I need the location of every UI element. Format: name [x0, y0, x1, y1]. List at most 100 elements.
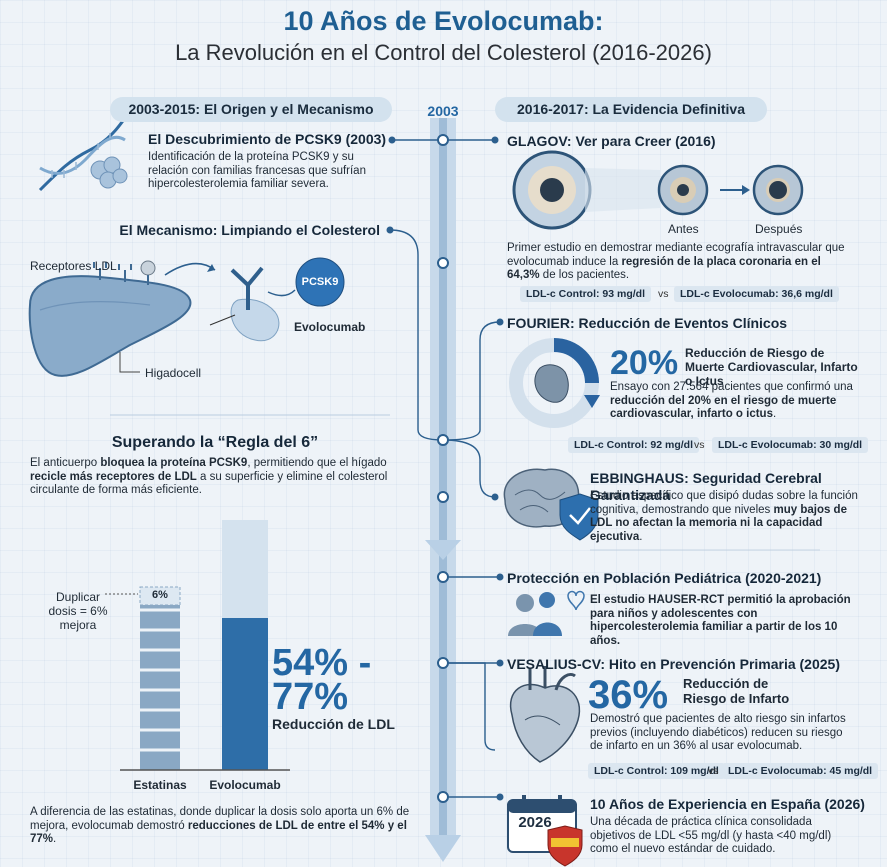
mechanism-label: PCSK9: [301, 276, 339, 288]
vesalius-text: Demostró que pacientes de alto riesgo si…: [590, 713, 846, 753]
heart-icon: [509, 666, 581, 763]
text-run: de los pacientes.: [539, 269, 630, 282]
glagov-text: Primer estudio en demostrar mediante eco…: [507, 242, 852, 283]
vesalius-big-label: Reducción de Riesgo de Infarto: [683, 676, 790, 707]
risk-donut: [509, 338, 600, 428]
subtitle: La Revolución en el Control del Colester…: [175, 40, 712, 65]
text-run: permitió la aprobación para niños y adol…: [590, 594, 851, 647]
text-run: , permitiendo que el hígado: [247, 457, 387, 469]
connectors: [389, 139, 501, 798]
estatinas-cap: [139, 586, 181, 606]
timeline-node: [437, 491, 449, 503]
discovery-text: Identificación de la proteína PCSK9 y su…: [148, 151, 366, 191]
image-label: Antes: [668, 222, 699, 236]
calendar-icon: [507, 795, 583, 867]
connector: [442, 439, 496, 498]
pediatric-title: Protección en Población Pediátrica (2020…: [507, 570, 822, 586]
family-icon: [508, 590, 585, 636]
text-run: recicle más receptores de LDL: [30, 470, 197, 483]
dot: [496, 659, 504, 667]
text-run: El estudio: [590, 594, 649, 606]
brain-icon: [503, 468, 599, 541]
statin-note: Duplicar dosis = 6% mejora: [48, 590, 108, 633]
text-run: .: [772, 408, 777, 421]
bar-label: Estatinas: [133, 778, 187, 792]
evolocumab-bar: [222, 618, 268, 770]
ldl-badge: LDL-c Control: 92 mg/dl: [568, 437, 699, 453]
title: 10 Años de Evolocumab:: [283, 6, 604, 36]
comparison-text: A diferencia de las estatinas, donde dup…: [30, 806, 410, 847]
discovery-title: El Descubrimiento de PCSK9 (2003): [148, 131, 387, 147]
mechanism-label: Higadocell: [145, 366, 202, 380]
fourier-title: FOURIER: Reducción de Eventos Clínicos: [507, 315, 788, 331]
timeline-year: 2003: [427, 103, 459, 119]
evolocumab-range: [222, 520, 268, 618]
fourier-text: Ensayo con 27.564 pacientes que confirmó…: [610, 381, 860, 422]
spain-text: Una década de práctica clínica consolida…: [590, 816, 832, 856]
vesalius-big: 36%: [588, 673, 669, 717]
text-run: .: [53, 833, 57, 846]
dot: [496, 793, 504, 801]
timeline-node: [437, 657, 449, 669]
vs: vs: [658, 288, 669, 300]
image-label: Después: [755, 222, 803, 236]
ldl-badge: LDL-c Evolocumab: 30 mg/dl: [712, 437, 869, 453]
ebbinghaus-title: EBBINGHAUS: Seguridad Cerebral Garantiza…: [590, 470, 822, 503]
timeline-node: [437, 257, 449, 269]
dot: [388, 136, 396, 144]
bar-label: Evolocumab: [209, 778, 281, 792]
right-heading: 2016-2017: La Evidencia Definitiva: [495, 97, 767, 122]
vs: vs: [694, 439, 705, 451]
text-run: A diferencia de las estatinas, donde dup…: [30, 806, 410, 832]
evolocumab-range-label: 54% - 77%: [272, 642, 372, 718]
timeline-nodes: [437, 134, 449, 803]
connector: [443, 662, 496, 751]
mechanism-label: Evolocumab: [294, 320, 366, 334]
ldl-bars: [105, 520, 290, 771]
glagov-title: GLAGOV: Ver para Creer (2016): [507, 133, 716, 149]
estatinas-bar: [140, 587, 180, 770]
connector: [389, 229, 444, 441]
ebbinghaus-text: Estudio específico que disipó dudas sobr…: [590, 490, 858, 544]
ldl-badge: LDL-c Evolocumab: 36,6 mg/dl: [674, 286, 839, 302]
ldl-badge: LDL-c Evolocumab: 45 mg/dl: [722, 763, 879, 779]
rule-title: Superando la “Regla del 6”: [111, 434, 319, 451]
text-run: .: [639, 530, 643, 543]
range-caption: Reducción de LDL: [272, 716, 395, 732]
vs: vs: [708, 765, 719, 777]
statin-gain: 6%: [152, 589, 168, 601]
dot: [496, 318, 504, 326]
fourier-big: 20%: [610, 344, 679, 382]
text-run: reducción del 20% en el riesgo de muerte…: [610, 394, 837, 421]
rule-text: El anticuerpo bloquea la proteína PCSK9,…: [30, 457, 408, 498]
timeline-arrowhead: [425, 835, 461, 862]
text-run: Estudio específico que disipó dudas sobr…: [590, 490, 858, 516]
text-run: a su superficie y elimine el colesterol …: [30, 470, 388, 497]
timeline-node: [437, 434, 449, 446]
timeline-arrowhead: [425, 540, 461, 560]
left-heading: 2003-2015: El Origen y el Mecanismo: [110, 97, 392, 122]
dot: [496, 573, 504, 581]
text-run: bloquea la proteína PCSK9: [100, 457, 248, 469]
ivus-illustration: [512, 150, 804, 230]
text-run: El anticuerpo: [30, 457, 101, 469]
mechanism-title: El Mecanismo: Limpiando el Colesterol: [119, 222, 380, 238]
vesalius-title: VESALIUS-CV: Hito en Prevención Primaria…: [507, 656, 840, 672]
text-run: HAUSER-RCT: [648, 594, 725, 606]
text-run: Ensayo con 27.564 pacientes que confirmó…: [610, 381, 853, 393]
timeline-node: [437, 571, 449, 583]
dot: [491, 136, 499, 144]
text-run: reducciones de LDL de entre el 54% y el …: [30, 819, 407, 846]
pediatric-text: El estudio HAUSER-RCT permitió la aproba…: [590, 594, 858, 648]
calendar-year: 2026: [518, 814, 552, 831]
ldl-badge: LDL-c Control: 109 mg/dl: [588, 763, 725, 779]
connector: [442, 321, 501, 441]
spain-title: 10 Años de Experiencia en España (2026): [590, 796, 865, 812]
liver-illustration: [28, 257, 345, 377]
dot: [386, 226, 394, 234]
timeline-node: [437, 791, 449, 803]
dot: [491, 493, 499, 501]
text-run: Primer estudio en demostrar mediante eco…: [507, 242, 845, 268]
